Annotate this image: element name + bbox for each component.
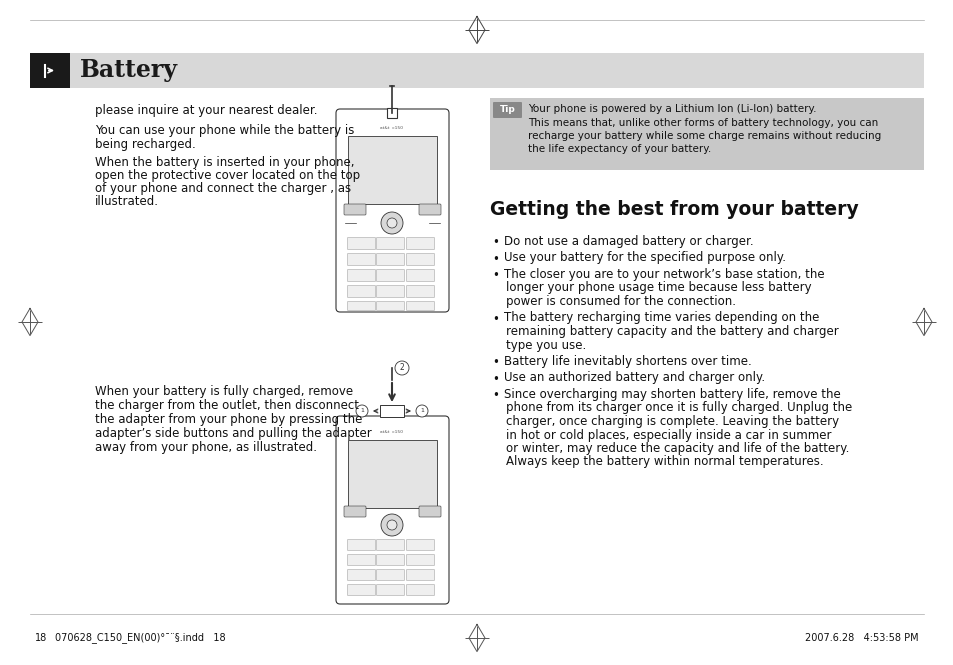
Text: in hot or cold places, especially inside a car in summer: in hot or cold places, especially inside…: [505, 428, 831, 442]
FancyBboxPatch shape: [406, 569, 434, 581]
Text: Battery life inevitably shortens over time.: Battery life inevitably shortens over ti…: [503, 355, 751, 368]
Bar: [348, 440, 436, 508]
Circle shape: [380, 212, 402, 234]
Bar: [30, 53, 923, 88]
Text: Tip: Tip: [499, 106, 516, 114]
Text: the adapter from your phone by pressing the: the adapter from your phone by pressing …: [95, 413, 362, 426]
Circle shape: [387, 520, 396, 530]
FancyBboxPatch shape: [376, 237, 404, 249]
Text: •: •: [492, 313, 498, 325]
Circle shape: [380, 514, 402, 536]
Text: remaining battery capacity and the battery and charger: remaining battery capacity and the batte…: [505, 325, 838, 338]
Text: or winter, may reduce the capacity and life of the battery.: or winter, may reduce the capacity and l…: [505, 442, 848, 455]
FancyBboxPatch shape: [406, 269, 434, 281]
Text: 2: 2: [399, 364, 404, 372]
FancyBboxPatch shape: [376, 539, 404, 551]
Text: Always keep the battery within normal temperatures.: Always keep the battery within normal te…: [505, 456, 822, 469]
FancyBboxPatch shape: [406, 253, 434, 265]
Text: being recharged.: being recharged.: [95, 138, 195, 151]
Bar: [387, 108, 396, 118]
Text: adapter’s side buttons and pulling the adapter: adapter’s side buttons and pulling the a…: [95, 427, 372, 440]
FancyBboxPatch shape: [347, 301, 375, 311]
Text: recharge your battery while some charge remains without reducing: recharge your battery while some charge …: [527, 131, 881, 141]
Text: power is consumed for the connection.: power is consumed for the connection.: [505, 295, 735, 308]
Bar: [348, 136, 436, 204]
FancyBboxPatch shape: [406, 539, 434, 551]
Text: 1: 1: [419, 408, 423, 414]
Text: •: •: [492, 253, 498, 265]
Text: Battery: Battery: [80, 59, 178, 82]
Text: The closer you are to your network’s base station, the: The closer you are to your network’s bas…: [503, 268, 823, 281]
Text: This means that, unlike other forms of battery technology, you can: This means that, unlike other forms of b…: [527, 118, 878, 128]
FancyBboxPatch shape: [376, 301, 404, 311]
Text: type you use.: type you use.: [505, 338, 586, 352]
Text: illustrated.: illustrated.: [95, 195, 159, 208]
Text: •: •: [492, 356, 498, 369]
Text: open the protective cover located on the top: open the protective cover located on the…: [95, 169, 359, 182]
FancyBboxPatch shape: [418, 204, 440, 215]
Text: 18: 18: [35, 633, 48, 643]
Text: longer your phone usage time because less battery: longer your phone usage time because les…: [505, 281, 811, 295]
FancyBboxPatch shape: [347, 585, 375, 595]
Circle shape: [416, 405, 428, 417]
FancyBboxPatch shape: [406, 237, 434, 249]
FancyBboxPatch shape: [406, 285, 434, 297]
Text: •: •: [492, 389, 498, 402]
Text: Do not use a damaged battery or charger.: Do not use a damaged battery or charger.: [503, 235, 753, 248]
Text: 1: 1: [359, 408, 363, 414]
Text: 070628_C150_EN(00)°¯¨§.indd   18: 070628_C150_EN(00)°¯¨§.indd 18: [55, 632, 226, 644]
Circle shape: [355, 405, 368, 417]
FancyBboxPatch shape: [406, 585, 434, 595]
Bar: [30, 53, 70, 88]
FancyBboxPatch shape: [335, 109, 449, 312]
Text: When the battery is inserted in your phone,: When the battery is inserted in your pho…: [95, 156, 355, 169]
Text: Since overcharging may shorten battery life, remove the: Since overcharging may shorten battery l…: [503, 388, 840, 401]
Bar: [490, 98, 923, 170]
Text: please inquire at your nearest dealer.: please inquire at your nearest dealer.: [95, 104, 317, 117]
FancyBboxPatch shape: [376, 569, 404, 581]
FancyBboxPatch shape: [335, 416, 449, 604]
FancyBboxPatch shape: [376, 585, 404, 595]
FancyBboxPatch shape: [344, 506, 366, 517]
Text: Use an authorized battery and charger only.: Use an authorized battery and charger on…: [503, 372, 764, 384]
FancyBboxPatch shape: [376, 285, 404, 297]
FancyBboxPatch shape: [418, 506, 440, 517]
FancyBboxPatch shape: [493, 102, 521, 118]
Text: •: •: [492, 269, 498, 282]
FancyBboxPatch shape: [344, 204, 366, 215]
Text: 2007.6.28   4:53:58 PM: 2007.6.28 4:53:58 PM: [804, 633, 918, 643]
FancyBboxPatch shape: [347, 569, 375, 581]
Text: phone from its charger once it is fully charged. Unplug the: phone from its charger once it is fully …: [505, 402, 851, 414]
Text: The battery recharging time varies depending on the: The battery recharging time varies depen…: [503, 311, 819, 325]
FancyBboxPatch shape: [376, 253, 404, 265]
Text: •: •: [492, 236, 498, 249]
Circle shape: [387, 218, 396, 228]
Text: When your battery is fully charged, remove: When your battery is fully charged, remo…: [95, 385, 353, 398]
FancyBboxPatch shape: [347, 237, 375, 249]
Text: at&t  c150: at&t c150: [380, 126, 403, 130]
Text: Your phone is powered by a Lithium Ion (Li-Ion) battery.: Your phone is powered by a Lithium Ion (…: [527, 104, 816, 114]
FancyBboxPatch shape: [347, 285, 375, 297]
Text: •: •: [492, 372, 498, 386]
Text: You can use your phone while the battery is: You can use your phone while the battery…: [95, 124, 354, 137]
FancyBboxPatch shape: [406, 555, 434, 565]
Text: the charger from the outlet, then disconnect: the charger from the outlet, then discon…: [95, 399, 358, 412]
Text: of your phone and connect the charger , as: of your phone and connect the charger , …: [95, 182, 351, 195]
FancyBboxPatch shape: [406, 301, 434, 311]
Text: away from your phone, as illustrated.: away from your phone, as illustrated.: [95, 441, 316, 454]
FancyBboxPatch shape: [376, 269, 404, 281]
FancyBboxPatch shape: [347, 539, 375, 551]
Text: Getting the best from your battery: Getting the best from your battery: [490, 200, 858, 219]
FancyBboxPatch shape: [347, 555, 375, 565]
Text: charger, once charging is complete. Leaving the battery: charger, once charging is complete. Leav…: [505, 415, 839, 428]
Text: the life expectancy of your battery.: the life expectancy of your battery.: [527, 144, 711, 154]
Circle shape: [395, 361, 409, 375]
FancyBboxPatch shape: [347, 269, 375, 281]
FancyBboxPatch shape: [376, 555, 404, 565]
Text: at&t  c150: at&t c150: [380, 430, 403, 434]
Text: Use your battery for the specified purpose only.: Use your battery for the specified purpo…: [503, 251, 785, 265]
Bar: [379, 405, 403, 417]
FancyBboxPatch shape: [347, 253, 375, 265]
